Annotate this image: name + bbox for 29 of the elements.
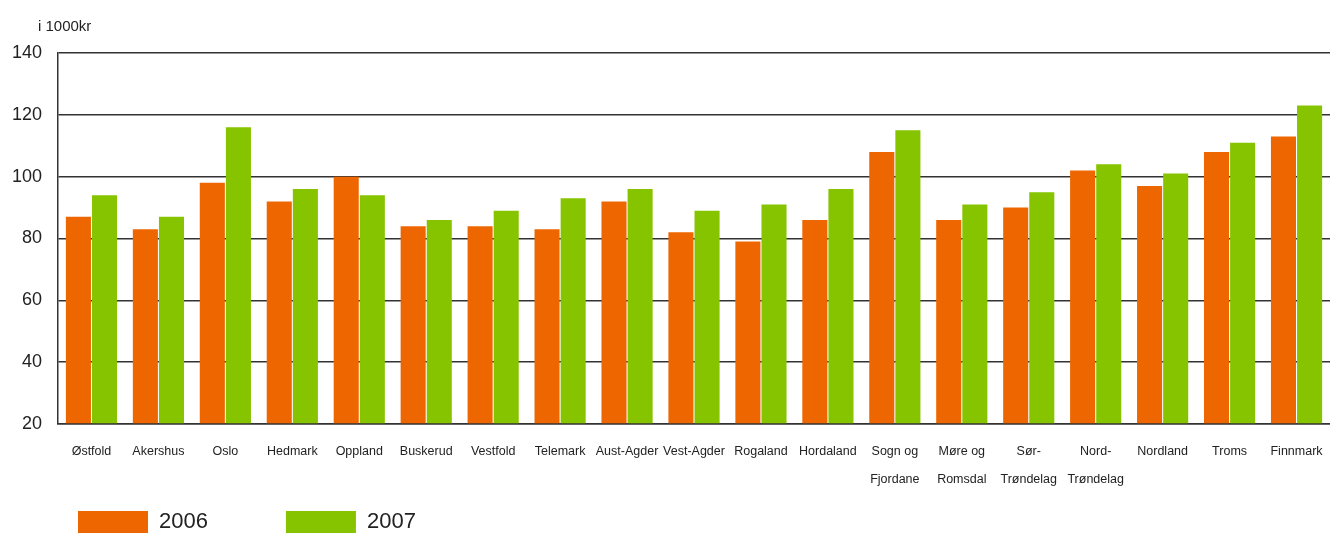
y-tick-label: 80	[21, 227, 42, 248]
x-tick-label: Vestfold	[470, 444, 516, 459]
x-tick-label: Akershus	[132, 444, 185, 459]
legend-label: 2006	[159, 508, 208, 534]
x-tick-label: Aust-Agder	[595, 444, 659, 459]
x-tick-label: Rogaland	[734, 444, 788, 459]
x-tick-label: Hordaland	[799, 444, 857, 459]
x-tick-label: Vest-Agder	[663, 444, 725, 459]
x-tick-label: Møre og Romsdal	[937, 444, 987, 487]
y-axis-title: i 1000kr	[38, 17, 92, 35]
y-tick-label: 20	[21, 412, 42, 433]
y-tick-label: 100	[11, 165, 42, 186]
y-tick-label: 120	[11, 103, 42, 124]
x-tick-label: Nord-Trøndelag	[1067, 444, 1124, 487]
x-tick-label: Østfold	[71, 444, 112, 459]
x-tick-label: Buskerud	[399, 444, 453, 459]
y-tick-label: 40	[21, 351, 42, 372]
x-tick-label: Oppland	[335, 444, 383, 459]
y-tick-label: 140	[11, 41, 42, 62]
x-tick-label: Troms	[1212, 444, 1248, 459]
x-tick-label: Sør-Trøndelag	[1000, 444, 1058, 487]
x-tick-label: Sogn og Fjordane	[870, 444, 920, 487]
x-tick-label: Hedmark	[266, 444, 319, 459]
x-tick-label: Telemark	[534, 444, 587, 459]
y-tick-label: 60	[21, 289, 42, 310]
x-tick-label: Finnmark	[1270, 444, 1324, 459]
x-tick-label: Nordland	[1137, 444, 1189, 459]
legend-label: 2007	[366, 508, 416, 534]
x-tick-label: Oslo	[212, 444, 239, 459]
